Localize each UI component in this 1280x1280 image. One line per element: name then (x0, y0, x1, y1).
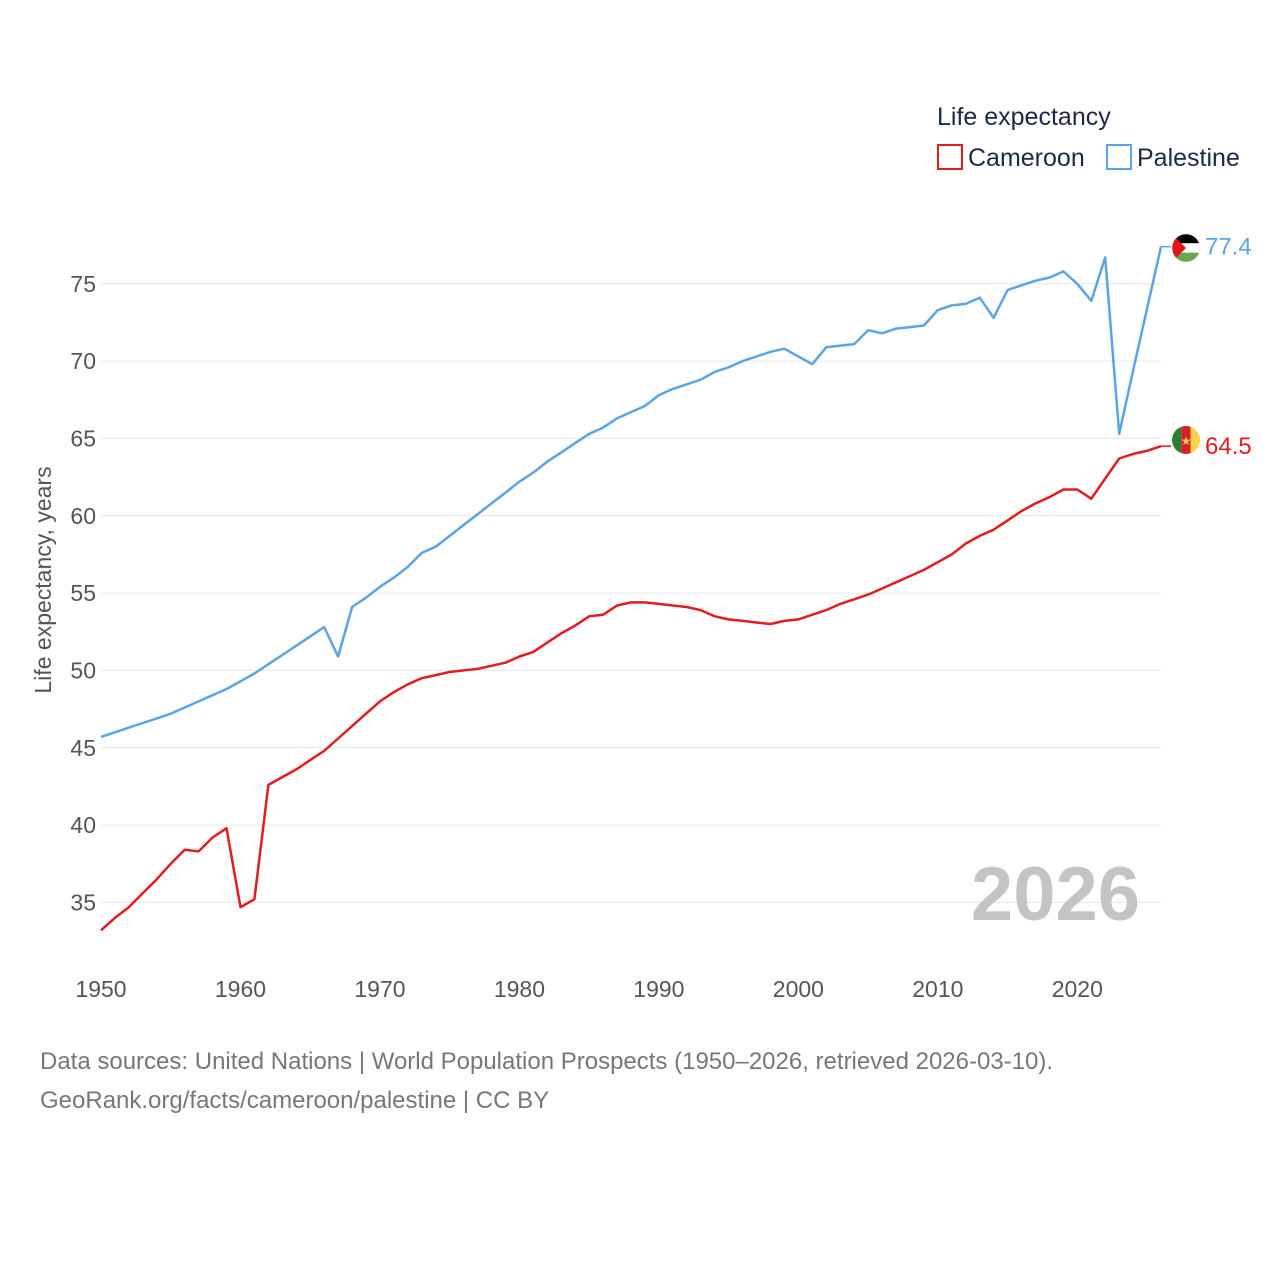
palestine-legend-swatch (1106, 144, 1132, 170)
palestine-flag (1171, 233, 1201, 263)
y-tick-label: 50 (70, 657, 96, 683)
y-tick-label: 45 (70, 735, 96, 761)
y-axis-title: Life expectancy, years (30, 466, 56, 693)
y-tick-label: 40 (70, 812, 96, 838)
svg-text:★: ★ (1181, 434, 1192, 448)
x-tick-label: 1950 (75, 976, 126, 1002)
line-chart: Life expectancy Cameroon Palestine 35 40 45… (30, 103, 1252, 1002)
year-watermark: 2026 (971, 852, 1140, 937)
legend-title: Life expectancy (937, 103, 1111, 131)
cameroon-flag: ★ (1172, 426, 1200, 454)
palestine-line (100, 246, 1163, 739)
attribution-link[interactable]: GeoRank.org/facts/cameroon/palestine | C… (40, 1087, 550, 1114)
legend-item-palestine[interactable]: Palestine (1106, 144, 1240, 172)
y-tick-label: 35 (70, 889, 96, 915)
y-tick-label: 60 (70, 503, 96, 529)
x-tick-label: 2020 (1052, 976, 1103, 1002)
x-tick-label: 2000 (773, 976, 824, 1002)
y-tick-label: 55 (70, 580, 96, 606)
y-tick-label: 75 (70, 271, 96, 297)
palestine-end-value: 77.4 (1205, 234, 1252, 261)
cameroon-legend-swatch (937, 144, 963, 170)
legend-item-cameroon[interactable]: Cameroon (937, 144, 1085, 172)
cameroon-end-value: 64.5 (1205, 433, 1252, 460)
x-tick-label: 1960 (215, 976, 266, 1002)
y-tick-label: 70 (70, 348, 96, 374)
y-tick-label: 65 (70, 425, 96, 451)
cameroon-legend-label: Cameroon (968, 144, 1085, 172)
x-tick-label: 2010 (912, 976, 963, 1002)
x-tick-label: 1970 (354, 976, 405, 1002)
x-tick-label: 1980 (494, 976, 545, 1002)
x-tick-label: 1990 (633, 976, 684, 1002)
cameroon-line (100, 445, 1162, 932)
data-sources-text: Data sources: United Nations | World Pop… (40, 1048, 1054, 1075)
footer: Data sources: United Nations | World Pop… (40, 1042, 1250, 1120)
palestine-legend-label: Palestine (1137, 144, 1240, 172)
